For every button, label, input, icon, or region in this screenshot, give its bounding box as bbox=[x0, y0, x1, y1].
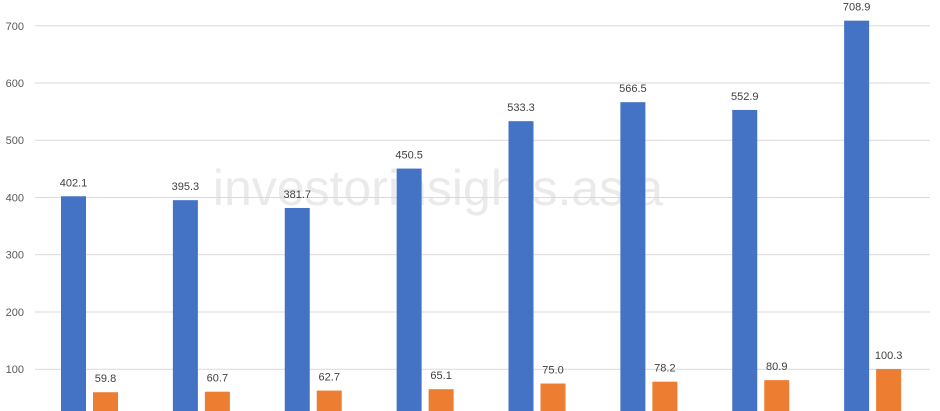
bar-series2-7 bbox=[764, 380, 790, 411]
data-label-series1-3: 381.7 bbox=[283, 189, 311, 201]
data-label-series2-7: 80.9 bbox=[766, 361, 787, 373]
data-label-series1-8: 708.9 bbox=[843, 2, 871, 14]
data-label-series2-6: 78.2 bbox=[654, 363, 675, 375]
data-labels: 402.1 395.3 381.7 450.5 533.3 566.5 552.9 708.9… bbox=[60, 2, 903, 386]
bar-series1-1 bbox=[61, 196, 86, 411]
bars bbox=[61, 20, 902, 411]
y-tick-label-500: 500 bbox=[6, 135, 24, 147]
data-label-series2-3: 62.7 bbox=[319, 372, 340, 384]
y-tick-label-600: 600 bbox=[6, 78, 24, 90]
bar-series1-8 bbox=[844, 20, 870, 411]
data-label-series1-1: 402.1 bbox=[60, 177, 88, 189]
watermark-text: investorinsights.asia bbox=[213, 160, 663, 216]
data-label-series1-6: 566.5 bbox=[619, 83, 647, 95]
bar-series1-3 bbox=[284, 207, 310, 411]
data-label-series2-8: 100.3 bbox=[875, 350, 903, 362]
y-tick-label-400: 400 bbox=[6, 192, 24, 204]
bar-series2-8 bbox=[876, 369, 902, 411]
bar-series1-7 bbox=[732, 109, 758, 411]
bar-series2-3 bbox=[316, 390, 342, 411]
data-label-series1-7: 552.9 bbox=[731, 91, 759, 103]
y-axis: 100 200 300 400 500 600 700 bbox=[6, 21, 24, 376]
y-tick-label-100: 100 bbox=[6, 364, 24, 376]
y-tick-label-200: 200 bbox=[6, 307, 24, 319]
bar-series1-2 bbox=[172, 200, 198, 411]
data-label-series1-5: 533.3 bbox=[507, 102, 535, 114]
bar-series1-5 bbox=[508, 121, 534, 411]
data-label-series1-4: 450.5 bbox=[395, 150, 423, 162]
data-label-series2-2: 60.7 bbox=[207, 373, 228, 385]
y-tick-label-300: 300 bbox=[6, 250, 24, 262]
data-label-series2-5: 75.0 bbox=[542, 365, 563, 377]
bar-series2-1 bbox=[93, 392, 118, 411]
data-label-series1-2: 395.3 bbox=[172, 181, 200, 193]
bar-series2-5 bbox=[540, 383, 566, 411]
bar-series2-6 bbox=[652, 381, 678, 411]
bar-series1-6 bbox=[620, 102, 646, 411]
bar-series1-4 bbox=[396, 168, 422, 411]
bar-series2-2 bbox=[204, 391, 230, 411]
y-tick-label-700: 700 bbox=[6, 21, 24, 33]
bar-series2-4 bbox=[428, 389, 454, 411]
data-label-series2-1: 59.8 bbox=[95, 373, 116, 385]
data-label-series2-4: 65.1 bbox=[430, 370, 451, 382]
